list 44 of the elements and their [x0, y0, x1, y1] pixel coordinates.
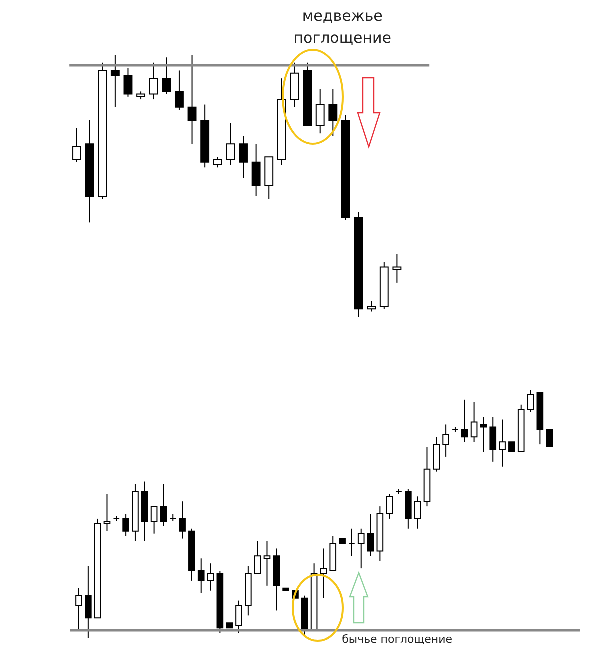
- candlestick: [328, 88, 338, 137]
- candlestick: [527, 390, 534, 413]
- candlestick: [386, 494, 394, 520]
- annotation: бычье поглощение: [342, 633, 453, 646]
- candlestick: [104, 494, 111, 532]
- candlestick: [226, 122, 236, 166]
- candlestick: [149, 62, 158, 100]
- candlestick: [320, 548, 328, 599]
- candlestick: [207, 563, 214, 592]
- candlestick: [124, 68, 133, 98]
- candlestick: [122, 514, 130, 537]
- candlestick: [179, 501, 186, 540]
- candlestick: [358, 528, 365, 570]
- candlestick: [499, 419, 506, 468]
- candlestick: [546, 429, 554, 448]
- candlestick: [188, 54, 197, 145]
- candlestick: [367, 514, 374, 557]
- candlestick: [264, 540, 271, 586]
- text: медвежье поглощение: [294, 7, 392, 47]
- candlestick: [76, 588, 82, 632]
- candlestick: [490, 416, 497, 462]
- candlestick: [85, 566, 92, 638]
- candlestick: [392, 254, 402, 284]
- candlestick: [348, 528, 356, 557]
- candlestick: [508, 442, 516, 452]
- candlestick: [110, 54, 120, 108]
- candlestick: [174, 70, 184, 111]
- candlestick: [213, 156, 222, 168]
- candlestick: [254, 540, 262, 574]
- candlestick: [442, 424, 450, 458]
- candlestick: [316, 88, 325, 134]
- candlestick: [150, 506, 158, 534]
- candlestick: [470, 402, 478, 443]
- candlestick: [72, 128, 82, 163]
- candlestick: [198, 558, 205, 594]
- candlestick: [367, 300, 376, 312]
- candlestick: [236, 600, 242, 634]
- candlestick: [414, 496, 422, 530]
- candlestick: [252, 144, 261, 197]
- candlestick: [461, 399, 468, 443]
- candlestick: [239, 136, 248, 179]
- candlestick: [480, 416, 488, 452]
- candlestick: [162, 57, 172, 95]
- candlestick: [160, 484, 168, 527]
